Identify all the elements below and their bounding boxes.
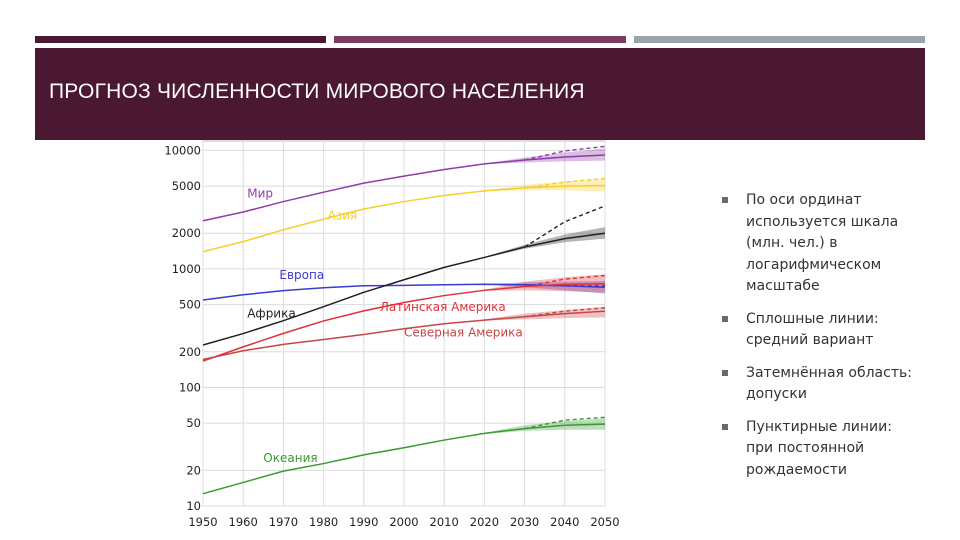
header-stripe-right	[634, 36, 925, 43]
series-label: Европа	[279, 268, 324, 282]
series-label: Мир	[247, 187, 273, 201]
population-chart: 1950 1960 1970 1980 1990 2000 2010 2020 2030 2040…	[155, 133, 625, 540]
slide-title: ПРОГНОЗ ЧИСЛЕННОСТИ МИРОВОГО НАСЕЛЕНИЯ	[49, 80, 585, 103]
header-stripe-left	[35, 36, 326, 43]
x-tick-label: 2050	[590, 515, 619, 529]
header-stripe-middle	[334, 36, 626, 43]
y-tick-label: 2000	[172, 226, 201, 240]
note-log-scale: По оси ординат используется шкала (млн. …	[722, 190, 922, 298]
y-tick-label: 100	[179, 380, 201, 394]
notes-list: По оси ординат используется шкала (млн. …	[722, 190, 922, 492]
square-bullet-icon	[722, 369, 728, 376]
note-text: Сплошные линии: средний вариант	[746, 310, 879, 349]
x-tick-label: 1990	[349, 515, 378, 529]
series-label: Океания	[263, 451, 317, 465]
series-line	[202, 184, 606, 253]
y-tick-label: 500	[179, 298, 201, 312]
series-label: Северная Америка	[404, 325, 523, 339]
note-text: Затемнённая область: допуски	[746, 364, 912, 403]
series-label: Азия	[328, 209, 358, 223]
x-tick-label: 2030	[510, 515, 539, 529]
series-label: Латинская Америка	[380, 300, 506, 314]
x-tick-label: 2010	[430, 515, 459, 529]
x-tick-label: 1960	[229, 515, 258, 529]
note-shaded-area: Затемнённая область: допуски	[722, 363, 922, 406]
x-tick-label: 1970	[269, 515, 298, 529]
series-line	[202, 310, 606, 361]
square-bullet-icon	[722, 197, 728, 203]
title-banner: ПРОГНОЗ ЧИСЛЕННОСТИ МИРОВОГО НАСЕЛЕНИЯ	[35, 48, 925, 140]
population-chart-svg: 1950 1960 1970 1980 1990 2000 2010 2020 2030 2040…	[164, 140, 620, 529]
series-line	[202, 423, 606, 495]
note-solid-lines: Сплошные линии: средний вариант	[722, 309, 922, 352]
x-tick-label: 1980	[309, 515, 338, 529]
series-label: Африка	[247, 306, 296, 320]
x-tick-label: 2040	[550, 515, 579, 529]
note-dashed-lines: Пунктирные линии: при постоянной рождаем…	[722, 417, 922, 482]
note-text: По оси ординат используется шкала (млн. …	[746, 192, 899, 294]
y-tick-label: 1000	[172, 262, 201, 276]
x-tick-label: 2020	[470, 515, 499, 529]
series-line	[202, 154, 606, 222]
x-tick-label: 2000	[389, 515, 418, 529]
constant-fertility-line	[524, 205, 606, 248]
square-bullet-icon	[722, 315, 728, 322]
y-tick-label: 20	[186, 463, 201, 477]
y-tick-label: 50	[186, 416, 201, 430]
y-tick-label: 10	[186, 499, 201, 513]
series-line	[202, 232, 606, 346]
note-text: Пунктирные линии: при постоянной рождаем…	[746, 418, 892, 478]
y-tick-label: 10000	[164, 143, 201, 157]
series-line	[202, 282, 606, 362]
square-bullet-icon	[722, 423, 728, 430]
x-tick-label: 1950	[188, 515, 217, 529]
y-tick-label: 5000	[172, 179, 201, 193]
y-tick-label: 200	[179, 345, 201, 359]
